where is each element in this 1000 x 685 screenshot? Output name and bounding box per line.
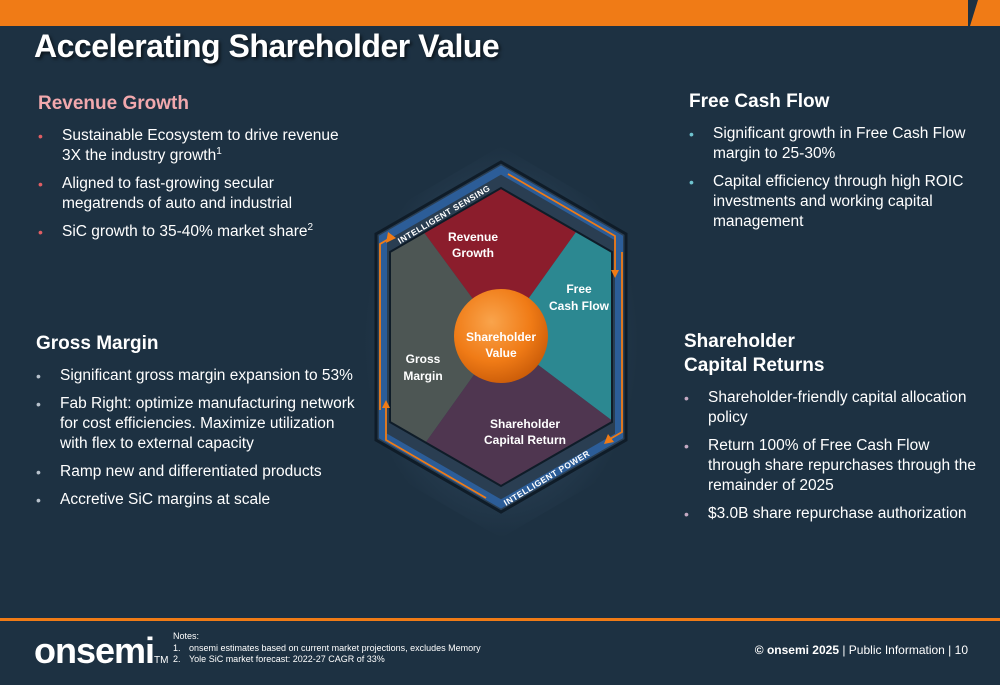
page-number: 10: [954, 643, 968, 657]
footer-info: © onsemi 2025 | Public Information | 10: [755, 643, 968, 657]
revenue-bullet: Aligned to fast-growing secular megatren…: [38, 174, 358, 214]
flow-arrow: [385, 408, 487, 499]
free-cash-flow-bullet: Capital efficiency through high ROIC inv…: [689, 172, 979, 232]
revenue-growth-section: Revenue Growth Sustainable Ecosystem to …: [38, 92, 358, 250]
gross-margin-label-line2: Margin: [403, 369, 442, 383]
onsemi-logo: onsemiTM: [34, 630, 169, 671]
page-title: Accelerating Shareholder Value: [34, 28, 500, 64]
shareholder-capital-returns-heading: Shareholder Capital Returns: [684, 331, 825, 376]
shareholder-returns-bullet: Return 100% of Free Cash Flow through sh…: [684, 436, 984, 496]
free-cash-flow-segment: [501, 225, 612, 486]
footnote-2: 2. Yole SiC market forecast: 2022-27 CAGR…: [173, 654, 385, 664]
gross-margin-bullet: Accretive SiC margins at scale: [36, 490, 366, 510]
free-cash-flow-bullet: Significant growth in Free Cash Flow mar…: [689, 124, 979, 164]
free-cash-flow-heading: Free Cash Flow: [689, 91, 830, 112]
revenue-growth-label-line2: Growth: [452, 246, 494, 260]
revenue-bullet: SiC growth to 35-40% market share2: [38, 222, 358, 242]
shareholder-capital-return-label-line2: Capital Return: [484, 433, 566, 447]
gross-margin-label-line1: Gross: [406, 352, 441, 366]
footer-divider: [0, 618, 1000, 621]
gross-margin-bullet: Fab Right: optimize manufacturing networ…: [36, 394, 366, 454]
gross-margin-bullet: Significant gross margin expansion to 53…: [36, 366, 366, 386]
center-label-line1: Shareholder: [466, 330, 536, 344]
revenue-bullet: Sustainable Ecosystem to drive revenue 3…: [38, 126, 358, 166]
copyright: © onsemi 2025: [754, 643, 839, 657]
free-cash-flow-label-line2: Cash Flow: [549, 299, 610, 313]
revenue-growth-label-line1: Revenue: [448, 230, 498, 244]
shareholder-capital-return-segment: [390, 337, 612, 486]
gross-margin-bullet: Ramp new and differentiated products: [36, 462, 366, 482]
notes-label: Notes:: [173, 631, 200, 641]
shareholder-capital-return-label-line1: Shareholder: [490, 417, 560, 431]
gross-margin-heading: Gross Margin: [36, 333, 159, 354]
center-label-line2: Value: [485, 346, 517, 360]
diagram-blue-border: [379, 165, 623, 509]
shareholder-returns-bullet: $3.0B share repurchase authorization: [684, 504, 984, 524]
revenue-growth-heading: Revenue Growth: [38, 93, 189, 114]
footnote-1: 1. onsemi estimates based on current mark…: [173, 642, 481, 653]
shareholder-value-orb: [454, 289, 548, 383]
flow-arrow: [507, 173, 616, 270]
free-cash-flow-section: Free Cash Flow Significant growth in Fre…: [689, 90, 979, 240]
shareholder-returns-bullet: Shareholder-friendly capital allocation …: [684, 388, 984, 428]
gross-margin-section: Gross Margin Significant gross margin ex…: [36, 332, 366, 518]
top-accent-bar: [0, 0, 1000, 26]
shareholder-value-diagram: INTELLIGENT SENSING INTELLIGENT POWER Sh…: [364, 146, 638, 538]
free-cash-flow-label-line1: Free: [566, 282, 592, 296]
flow-arrow: [609, 252, 623, 440]
footnotes: Notes: 1. onsemi estimates based on curre…: [173, 631, 481, 666]
classification: | Public Information |: [842, 643, 952, 657]
